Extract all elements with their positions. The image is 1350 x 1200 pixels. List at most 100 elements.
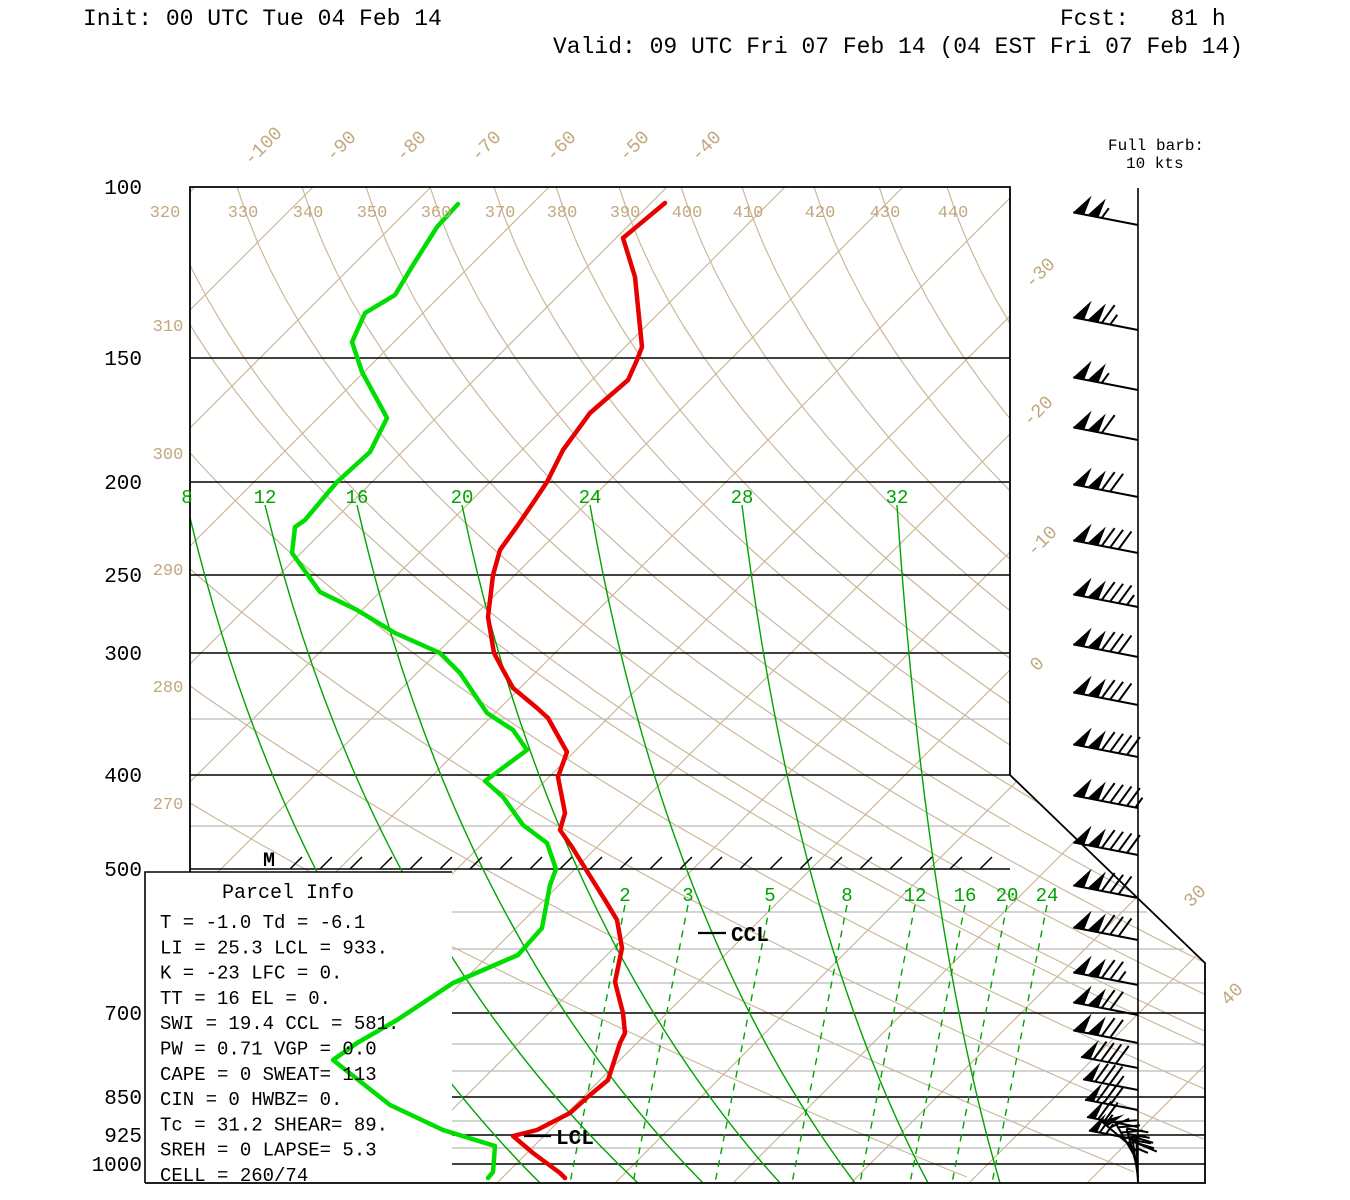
mixing-ratio-label: 3 <box>682 885 693 907</box>
wind-barb-column: Full barb:10 kts <box>1073 137 1204 1184</box>
wind-barb <box>1135 1142 1158 1184</box>
parcel-info-text: Parcel Info T = -1.0 Td = -6.1 LI = 25.3 L… <box>160 882 399 1187</box>
svg-text:LCL: LCL <box>556 1128 594 1151</box>
pressure-label: 150 <box>104 349 142 372</box>
temperature-curve <box>485 200 668 1181</box>
isotherm-label: -70 <box>467 127 507 167</box>
svg-text:TT = 16 EL = 0.: TT = 16 EL = 0. <box>160 988 331 1010</box>
wind-barb <box>1073 360 1139 391</box>
axis-labels: 100 150 200 250 300 400 500 700 850 925 1000 -100 -9… <box>92 123 1249 1178</box>
svg-text:CELL = 260/74: CELL = 260/74 <box>160 1165 308 1187</box>
svg-text:SREH = 0 LAPSE= 5.3: SREH = 0 LAPSE= 5.3 <box>160 1140 377 1162</box>
pressure-label: 700 <box>104 1004 142 1027</box>
wind-barb <box>1073 727 1141 758</box>
wind-barb <box>1082 1062 1139 1091</box>
wind-barb <box>1073 467 1139 498</box>
svg-text:Parcel Info: Parcel Info <box>222 882 354 905</box>
pressure-label: 925 <box>104 1126 142 1149</box>
dry-adiabat-label: 290 <box>153 562 184 581</box>
dry-adiabat-label: 280 <box>153 679 184 698</box>
dry-adiabat-label: 380 <box>547 204 578 223</box>
pressure-label: 1000 <box>92 1155 142 1178</box>
ccl-marker: CCL <box>698 925 769 948</box>
dry-adiabat-label: 310 <box>153 318 184 337</box>
dry-adiabat-label: 400 <box>672 204 703 223</box>
moist-adiabat-label: 16 <box>346 487 369 509</box>
mixing-ratio-label: 12 <box>904 885 927 907</box>
pressure-label: 850 <box>104 1088 142 1111</box>
svg-text:CIN = 0 HWBZ= 0.: CIN = 0 HWBZ= 0. <box>160 1089 342 1111</box>
dry-adiabat-label: 410 <box>733 204 764 223</box>
svg-text:Tc = 31.2 SHEAR= 89.: Tc = 31.2 SHEAR= 89. <box>160 1114 388 1136</box>
dry-adiabat-label: 270 <box>153 796 184 815</box>
dry-adiabat-label: 370 <box>485 204 516 223</box>
wind-barb <box>1073 300 1139 331</box>
moist-adiabat-label: 24 <box>579 487 602 509</box>
dry-adiabat-label: 300 <box>153 446 184 465</box>
wind-barb <box>1073 523 1139 554</box>
wind-barb <box>1073 627 1139 658</box>
dry-adiabat-label: 430 <box>870 204 901 223</box>
isotherm-label: -80 <box>392 127 432 167</box>
forecast-hour-label: Fcst: 81 h <box>1060 6 1226 32</box>
barb-legend-line1: Full barb: <box>1108 137 1204 155</box>
moist-adiabat-label: 32 <box>886 487 909 509</box>
isotherm-label: -30 <box>1021 254 1061 294</box>
level-hatch-500: M <box>263 850 993 873</box>
svg-text:CAPE = 0 SWEAT= 113: CAPE = 0 SWEAT= 113 <box>160 1064 377 1086</box>
barb-legend-line2: 10 kts <box>1126 155 1184 173</box>
plot-border <box>145 186 1206 1184</box>
wind-barb <box>1073 1013 1139 1044</box>
wind-barb <box>1073 577 1139 608</box>
isotherm-label: -20 <box>1019 392 1059 432</box>
background-grid <box>190 187 1205 1183</box>
moist-adiabat-label: 20 <box>451 487 474 509</box>
parcel-info-box <box>144 871 452 1183</box>
dry-adiabat-label: 390 <box>610 204 641 223</box>
isotherm-label: -60 <box>542 127 582 167</box>
svg-text:CCL: CCL <box>731 925 769 948</box>
svg-text:PW = 0.71 VGP = 0.0: PW = 0.71 VGP = 0.0 <box>160 1039 377 1061</box>
pressure-label: 250 <box>104 566 142 589</box>
init-time-label: Init: 00 UTC Tue 04 Feb 14 <box>83 6 442 32</box>
isotherm-label: -10 <box>1023 522 1063 562</box>
wind-barb <box>1073 825 1141 856</box>
mixing-ratio-label: 8 <box>841 885 852 907</box>
wind-barb <box>1073 410 1139 441</box>
pressure-label: 500 <box>104 860 142 883</box>
wind-barb <box>1073 675 1139 706</box>
wind-barb <box>1073 778 1144 809</box>
pressure-label: 100 <box>104 178 142 201</box>
mixing-ratio-label: 24 <box>1036 885 1059 907</box>
moist-adiabat-label: 28 <box>731 487 754 509</box>
wind-barb <box>1073 955 1139 986</box>
wind-barb <box>1073 985 1139 1016</box>
svg-text:K = -23 LFC = 0.: K = -23 LFC = 0. <box>160 963 342 985</box>
wind-barb <box>1073 195 1139 226</box>
isotherm-label: -90 <box>322 127 362 167</box>
mixing-ratio-label: 5 <box>764 885 775 907</box>
wind-barb <box>1080 1040 1139 1069</box>
wind-barb <box>1073 910 1139 941</box>
mixing-ratio-label: 2 <box>619 885 630 907</box>
dry-adiabat-label: 360 <box>421 204 452 223</box>
dry-adiabat-label: 350 <box>357 204 388 223</box>
dry-adiabat-label: 320 <box>150 204 181 223</box>
mixing-ratio-label: 16 <box>954 885 977 907</box>
svg-text:T = -1.0 Td = -6.1: T = -1.0 Td = -6.1 <box>160 912 365 934</box>
isotherm-label: 40 <box>1217 979 1249 1011</box>
mixing-ratio-label: 20 <box>996 885 1019 907</box>
wind-barb <box>1084 1082 1139 1111</box>
pressure-label: 400 <box>104 766 142 789</box>
isotherm-label: -40 <box>687 127 727 167</box>
valid-time-label: Valid: 09 UTC Fri 07 Feb 14 (04 EST Fri … <box>553 34 1244 60</box>
pressure-label: 200 <box>104 473 142 496</box>
isotherm-label: -100 <box>240 123 288 171</box>
svg-text:LI = 25.3 LCL = 933.: LI = 25.3 LCL = 933. <box>160 937 388 959</box>
moist-adiabat-label: 12 <box>254 487 277 509</box>
dry-adiabat-label: 420 <box>805 204 836 223</box>
dry-adiabat-label: 330 <box>228 204 259 223</box>
isotherm-label: 30 <box>1180 881 1212 913</box>
